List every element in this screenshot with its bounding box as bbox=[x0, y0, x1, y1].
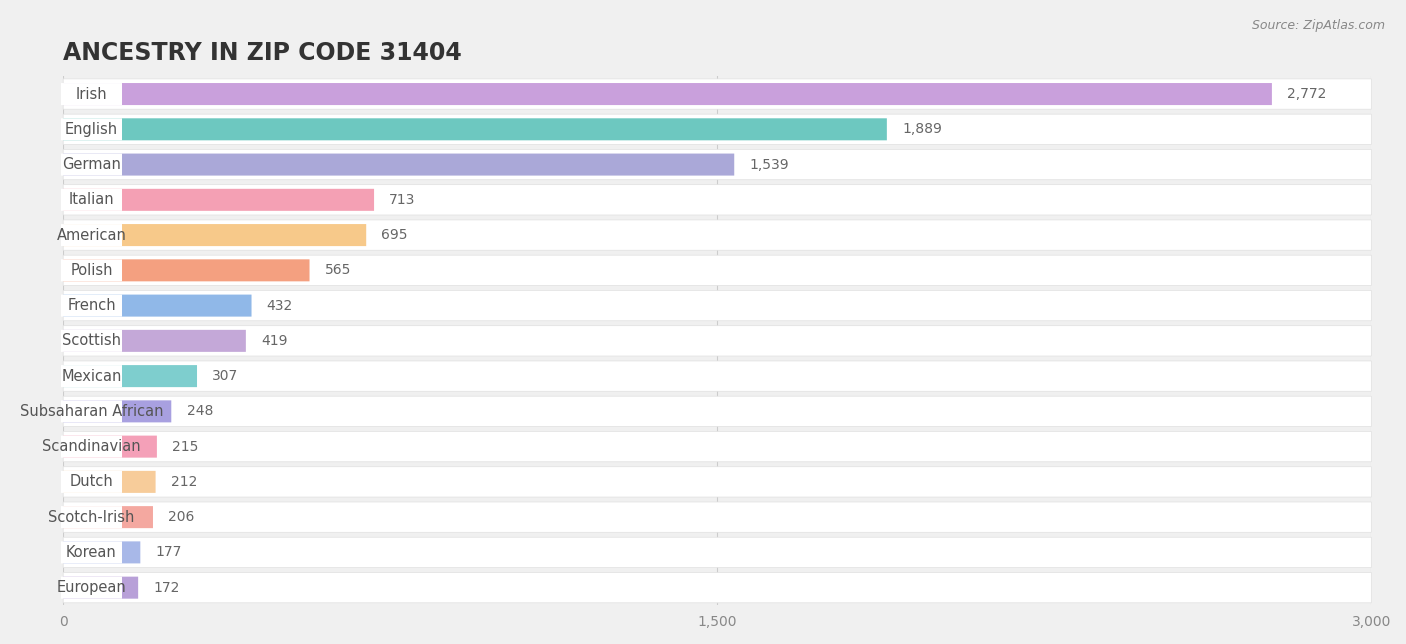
FancyBboxPatch shape bbox=[63, 365, 197, 387]
FancyBboxPatch shape bbox=[63, 330, 246, 352]
Text: Scandinavian: Scandinavian bbox=[42, 439, 141, 454]
FancyBboxPatch shape bbox=[60, 365, 122, 387]
FancyBboxPatch shape bbox=[63, 573, 1371, 603]
FancyBboxPatch shape bbox=[63, 471, 156, 493]
Text: 206: 206 bbox=[169, 510, 194, 524]
FancyBboxPatch shape bbox=[63, 189, 374, 211]
FancyBboxPatch shape bbox=[63, 502, 1371, 533]
FancyBboxPatch shape bbox=[63, 396, 1371, 426]
FancyBboxPatch shape bbox=[60, 118, 122, 140]
FancyBboxPatch shape bbox=[60, 542, 122, 564]
FancyBboxPatch shape bbox=[60, 83, 122, 105]
FancyBboxPatch shape bbox=[63, 224, 366, 246]
FancyBboxPatch shape bbox=[63, 220, 1371, 251]
Text: 432: 432 bbox=[267, 299, 292, 312]
FancyBboxPatch shape bbox=[63, 290, 1371, 321]
Text: 1,539: 1,539 bbox=[749, 158, 789, 171]
FancyBboxPatch shape bbox=[63, 114, 1371, 144]
FancyBboxPatch shape bbox=[63, 576, 138, 599]
Text: Scottish: Scottish bbox=[62, 334, 121, 348]
Text: Dutch: Dutch bbox=[70, 475, 114, 489]
FancyBboxPatch shape bbox=[63, 467, 1371, 497]
Text: 419: 419 bbox=[262, 334, 288, 348]
FancyBboxPatch shape bbox=[60, 435, 122, 458]
Text: 215: 215 bbox=[172, 440, 198, 453]
FancyBboxPatch shape bbox=[63, 431, 1371, 462]
Text: 307: 307 bbox=[212, 369, 239, 383]
FancyBboxPatch shape bbox=[63, 542, 141, 564]
FancyBboxPatch shape bbox=[63, 185, 1371, 215]
FancyBboxPatch shape bbox=[63, 506, 153, 528]
Text: 565: 565 bbox=[325, 263, 352, 278]
Text: Italian: Italian bbox=[69, 193, 114, 207]
FancyBboxPatch shape bbox=[63, 79, 1371, 109]
FancyBboxPatch shape bbox=[63, 435, 157, 458]
FancyBboxPatch shape bbox=[60, 153, 122, 176]
FancyBboxPatch shape bbox=[63, 260, 309, 281]
Text: 177: 177 bbox=[156, 545, 181, 560]
FancyBboxPatch shape bbox=[63, 153, 734, 176]
FancyBboxPatch shape bbox=[60, 189, 122, 211]
Text: Mexican: Mexican bbox=[62, 368, 122, 384]
FancyBboxPatch shape bbox=[63, 118, 887, 140]
Text: 248: 248 bbox=[187, 404, 212, 419]
Text: 1,889: 1,889 bbox=[903, 122, 942, 137]
FancyBboxPatch shape bbox=[60, 330, 122, 352]
Text: German: German bbox=[62, 157, 121, 172]
FancyBboxPatch shape bbox=[63, 83, 1272, 105]
FancyBboxPatch shape bbox=[60, 260, 122, 281]
Text: 212: 212 bbox=[172, 475, 197, 489]
Text: Irish: Irish bbox=[76, 86, 107, 102]
FancyBboxPatch shape bbox=[63, 294, 252, 317]
Text: Korean: Korean bbox=[66, 545, 117, 560]
Text: Polish: Polish bbox=[70, 263, 112, 278]
Text: 2,772: 2,772 bbox=[1286, 87, 1326, 101]
FancyBboxPatch shape bbox=[60, 576, 122, 599]
FancyBboxPatch shape bbox=[60, 224, 122, 246]
Text: Subsaharan African: Subsaharan African bbox=[20, 404, 163, 419]
FancyBboxPatch shape bbox=[63, 149, 1371, 180]
Text: 713: 713 bbox=[389, 193, 416, 207]
Text: 695: 695 bbox=[381, 228, 408, 242]
Text: European: European bbox=[56, 580, 127, 595]
Text: French: French bbox=[67, 298, 115, 313]
FancyBboxPatch shape bbox=[60, 471, 122, 493]
FancyBboxPatch shape bbox=[60, 401, 122, 422]
Text: ANCESTRY IN ZIP CODE 31404: ANCESTRY IN ZIP CODE 31404 bbox=[63, 41, 463, 65]
Text: Scotch-Irish: Scotch-Irish bbox=[48, 509, 135, 525]
FancyBboxPatch shape bbox=[63, 537, 1371, 567]
Text: English: English bbox=[65, 122, 118, 137]
FancyBboxPatch shape bbox=[63, 401, 172, 422]
FancyBboxPatch shape bbox=[60, 506, 122, 528]
FancyBboxPatch shape bbox=[63, 361, 1371, 392]
FancyBboxPatch shape bbox=[63, 255, 1371, 285]
FancyBboxPatch shape bbox=[63, 326, 1371, 356]
FancyBboxPatch shape bbox=[60, 294, 122, 317]
Text: 172: 172 bbox=[153, 581, 180, 594]
Text: American: American bbox=[56, 227, 127, 243]
Text: Source: ZipAtlas.com: Source: ZipAtlas.com bbox=[1251, 19, 1385, 32]
